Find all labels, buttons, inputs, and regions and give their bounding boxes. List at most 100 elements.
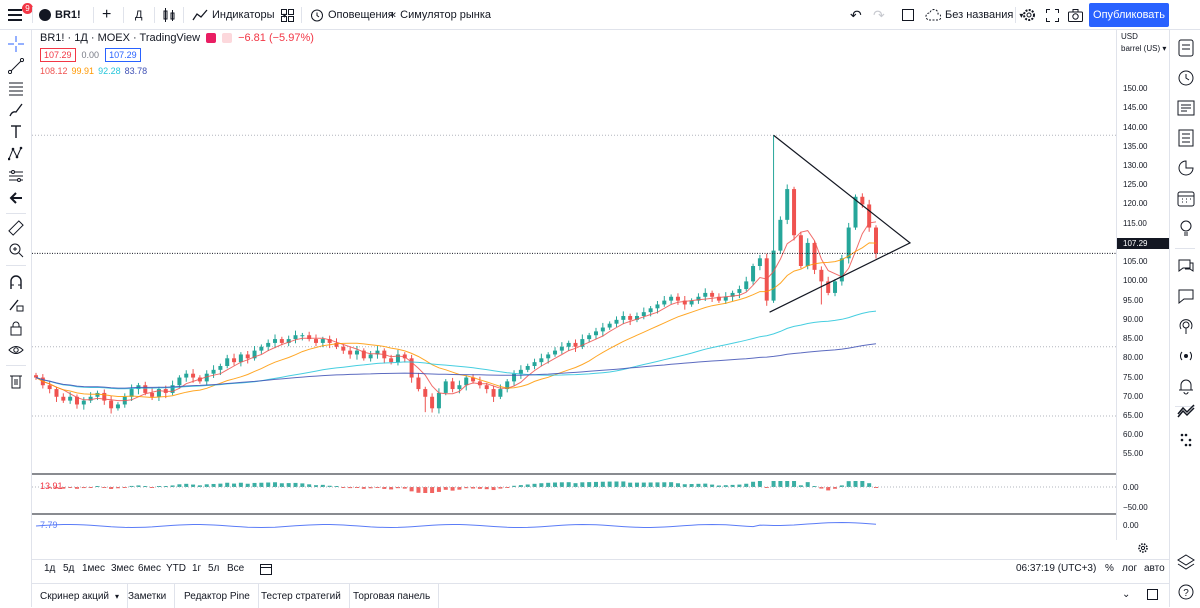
brush-tool[interactable] xyxy=(6,100,26,120)
redo-button[interactable]: ↷ xyxy=(873,0,885,30)
osc-bar xyxy=(54,487,59,489)
alerts-button[interactable]: Оповещения xyxy=(310,0,394,30)
zoom-tool[interactable] xyxy=(6,240,26,260)
ideas-lightbulb-icon[interactable] xyxy=(1176,218,1196,238)
osc-bar xyxy=(628,482,633,487)
text-tool[interactable] xyxy=(6,122,26,142)
candle-body xyxy=(812,242,817,270)
candle-body xyxy=(156,389,161,397)
chats-icon[interactable] xyxy=(1176,256,1196,276)
range-button[interactable]: 6мес xyxy=(138,563,161,574)
replay-button[interactable]: « Симулятор рынка xyxy=(390,0,491,30)
osc-bar xyxy=(136,485,141,487)
settings-button[interactable] xyxy=(1022,0,1036,30)
range-button[interactable]: 1мес xyxy=(82,563,105,574)
visibility-tool[interactable] xyxy=(6,340,26,360)
range-button[interactable]: Все xyxy=(227,563,245,574)
calendar-icon[interactable] xyxy=(1176,188,1196,208)
tab-pine-editor[interactable]: Редактор Pine xyxy=(176,584,259,608)
osc-bar xyxy=(184,483,189,487)
fib-tool[interactable] xyxy=(6,78,26,98)
osc-bar xyxy=(757,481,762,487)
osc-bar xyxy=(232,483,237,487)
watchlist-icon[interactable] xyxy=(1176,38,1196,58)
osc-bar xyxy=(143,486,148,487)
chart-type-button[interactable] xyxy=(162,0,176,30)
back-tool[interactable] xyxy=(6,188,26,208)
tab-strategy-tester[interactable]: Тестер стратегий xyxy=(253,584,350,608)
dots-grid-icon[interactable] xyxy=(1176,430,1196,450)
expand-icon xyxy=(1046,8,1059,22)
tab-screener[interactable]: Скринер акций ▾ xyxy=(32,584,129,608)
layout-name-button[interactable]: Без названия ▾ xyxy=(925,0,1023,30)
log-toggle[interactable]: лог xyxy=(1122,563,1138,574)
collapse-panel-button[interactable]: ⌄ xyxy=(1122,589,1130,600)
currency-label[interactable]: USD xyxy=(1121,32,1138,41)
range-button[interactable]: 5л xyxy=(208,563,220,574)
notification-badge: 9 xyxy=(22,3,33,14)
candle-body xyxy=(778,219,783,251)
range-button[interactable]: YTD xyxy=(166,563,186,574)
crosshair-tool[interactable] xyxy=(6,34,26,54)
candle-body xyxy=(518,369,523,374)
candle-body xyxy=(669,296,674,301)
auto-toggle[interactable]: авто xyxy=(1144,563,1165,574)
notifications-bell-icon[interactable] xyxy=(1176,376,1196,396)
compare-button[interactable]: + xyxy=(102,0,111,30)
clock-label[interactable]: 06:37:19 (UTC+3) xyxy=(1016,563,1097,574)
tab-trading-panel[interactable]: Торговая панель xyxy=(345,584,440,608)
layers-icon[interactable] xyxy=(1176,552,1196,572)
symbol-search-button[interactable]: BR1! xyxy=(39,0,81,30)
sell-button[interactable]: 107.29 xyxy=(40,48,76,62)
candle-body xyxy=(293,335,298,340)
fullscreen-select-button[interactable] xyxy=(902,0,914,30)
streams-icon[interactable] xyxy=(1176,316,1196,336)
unit-label[interactable]: barrel (US) ▾ xyxy=(1121,44,1167,53)
goto-date-button[interactable] xyxy=(260,563,272,578)
public-chats-icon[interactable] xyxy=(1176,286,1196,306)
trendline-tool[interactable] xyxy=(6,56,26,76)
candle-body xyxy=(792,189,797,236)
price-tick: 145.00 xyxy=(1123,103,1148,113)
forecast-tool[interactable] xyxy=(6,166,26,186)
interval-button[interactable]: Д xyxy=(135,0,142,30)
candle-body xyxy=(259,346,264,351)
price-scale[interactable]: USD barrel (US) ▾ 150.00 145.00 140.00 135.… xyxy=(1116,30,1170,540)
broadcast-icon[interactable] xyxy=(1176,346,1196,366)
alerts-clock-icon[interactable] xyxy=(1176,68,1196,88)
candle-body xyxy=(423,389,428,397)
lock-drawings-tool[interactable] xyxy=(6,294,26,314)
undo-button[interactable]: ↶ xyxy=(850,0,862,30)
indicators-button[interactable]: Индикаторы ▾ xyxy=(192,0,287,30)
percent-toggle[interactable]: % xyxy=(1105,563,1114,574)
lock-tool[interactable] xyxy=(6,318,26,338)
trading-panel-icon[interactable] xyxy=(1176,400,1196,420)
pattern-tool[interactable] xyxy=(6,144,26,164)
osc-bar xyxy=(416,487,421,493)
osc-bar xyxy=(723,485,728,487)
pencil-lock-icon xyxy=(9,299,24,312)
fullscreen-button[interactable] xyxy=(1046,0,1059,30)
tab-notes[interactable]: Заметки xyxy=(120,584,176,608)
range-button[interactable]: 1г xyxy=(192,563,202,574)
range-button[interactable]: 5д xyxy=(63,563,75,574)
menu-button[interactable]: 9 xyxy=(8,0,33,30)
candle-body xyxy=(655,304,660,309)
price-chart[interactable]: Авг17Сен16ОктНояДек162022ФевМарАпрМайИюн xyxy=(32,30,1116,540)
buy-button[interactable]: 107.29 xyxy=(105,48,141,62)
layout-templates-button[interactable] xyxy=(281,0,294,30)
snapshot-button[interactable] xyxy=(1068,0,1083,30)
news-icon[interactable] xyxy=(1176,98,1196,118)
data-window-icon[interactable] xyxy=(1176,128,1196,148)
ruler-tool[interactable] xyxy=(6,218,26,238)
maximize-icon xyxy=(1147,589,1158,600)
hotlist-icon[interactable] xyxy=(1176,158,1196,178)
help-icon[interactable]: ? xyxy=(1176,582,1196,602)
range-button[interactable]: 1д xyxy=(44,563,56,574)
publish-button[interactable]: Опубликовать xyxy=(1089,3,1169,27)
maximize-panel-button[interactable] xyxy=(1147,589,1158,603)
range-button[interactable]: 3мес xyxy=(111,563,134,574)
magnet-tool[interactable] xyxy=(6,272,26,292)
time-scale-settings[interactable] xyxy=(1137,542,1149,557)
remove-drawings-tool[interactable] xyxy=(6,371,26,391)
